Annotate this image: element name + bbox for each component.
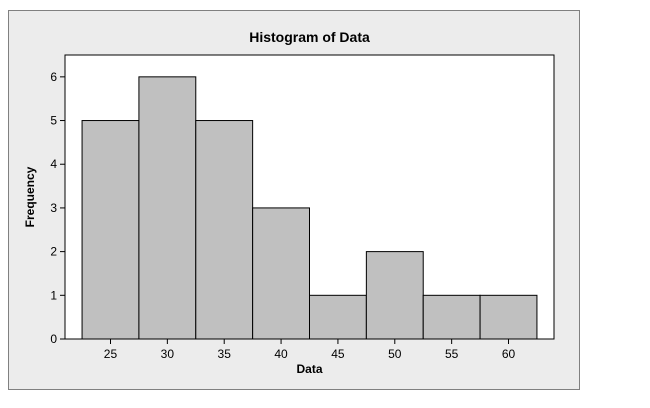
x-tick-label: 50 bbox=[388, 347, 402, 361]
y-tick-label: 4 bbox=[50, 157, 57, 171]
y-tick-label: 3 bbox=[50, 201, 57, 215]
x-tick-label: 35 bbox=[218, 347, 232, 361]
y-axis: 0 1 2 3 4 5 6 bbox=[50, 70, 65, 346]
bars-layer bbox=[81, 76, 538, 340]
histogram-bar bbox=[81, 120, 140, 340]
x-tick-label: 45 bbox=[331, 347, 345, 361]
x-axis: 25 30 35 40 45 50 55 60 bbox=[104, 339, 516, 361]
y-tick-label: 6 bbox=[50, 70, 57, 84]
histogram-bar bbox=[422, 294, 481, 340]
histogram-bar bbox=[479, 294, 538, 340]
y-tick-label: 1 bbox=[50, 288, 57, 302]
x-tick-label: 30 bbox=[161, 347, 175, 361]
histogram-bar bbox=[252, 207, 311, 340]
y-tick-label: 0 bbox=[50, 332, 57, 346]
x-tick-label: 40 bbox=[274, 347, 288, 361]
chart-title: Histogram of Data bbox=[249, 29, 370, 45]
y-tick-label: 2 bbox=[50, 245, 57, 259]
histogram-bar bbox=[309, 294, 367, 340]
histogram-bar bbox=[195, 120, 254, 340]
x-tick-label: 25 bbox=[104, 347, 118, 361]
x-tick-label: 60 bbox=[502, 347, 516, 361]
y-tick-label: 5 bbox=[50, 114, 57, 128]
x-axis-label: Data bbox=[296, 362, 322, 376]
histogram-bar bbox=[365, 251, 424, 340]
x-tick-label: 55 bbox=[445, 347, 459, 361]
histogram-bar bbox=[138, 76, 197, 340]
plot-border bbox=[64, 54, 555, 340]
y-axis-label: Frequency bbox=[23, 166, 37, 227]
